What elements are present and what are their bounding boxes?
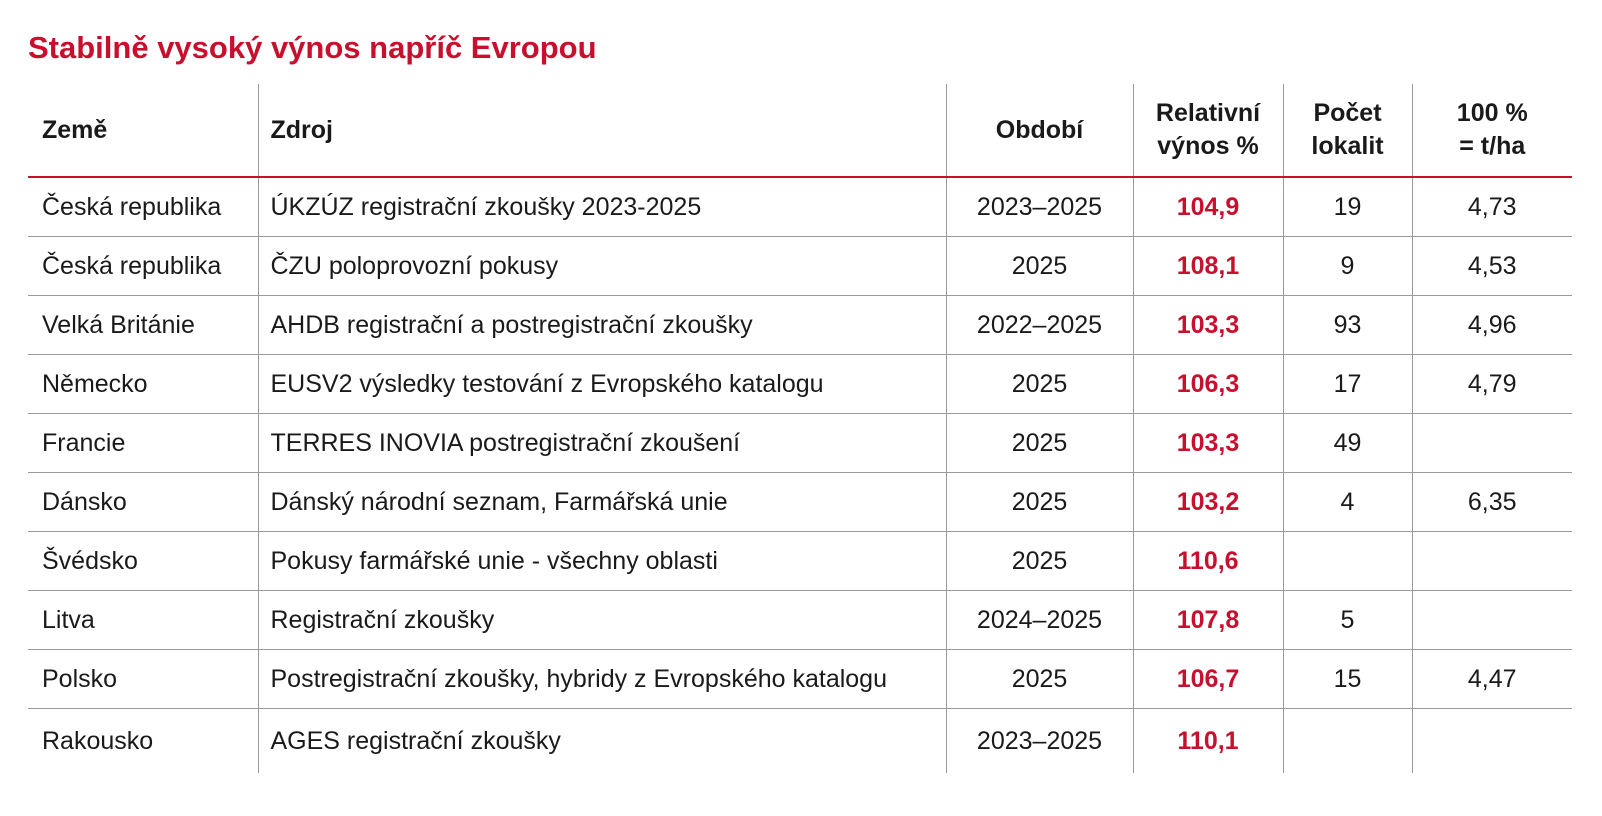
cell-country: Francie <box>28 413 258 473</box>
cell-country: Švédsko <box>28 531 258 591</box>
header-base-yield: 100 % = t/ha <box>1411 84 1572 178</box>
cell-relative-yield: 106,7 <box>1132 649 1283 709</box>
cell-relative-yield: 110,1 <box>1132 708 1283 773</box>
table-header-row: Země Zdroj Období Relativní výnos % Poče… <box>28 84 1572 178</box>
cell-country: Velká Británie <box>28 295 258 355</box>
cell-base-yield: 6,35 <box>1411 472 1572 532</box>
cell-base-yield <box>1411 708 1572 773</box>
cell-sites: 15 <box>1282 649 1412 709</box>
cell-source: ČZU poloprovozní pokusy <box>257 236 946 296</box>
yield-table: Země Zdroj Období Relativní výnos % Poče… <box>28 84 1572 773</box>
header-country: Země <box>28 84 258 178</box>
cell-base-yield <box>1411 413 1572 473</box>
cell-sites: 17 <box>1282 354 1412 414</box>
cell-period: 2025 <box>945 472 1133 532</box>
cell-period: 2024–2025 <box>945 590 1133 650</box>
cell-source: Dánský národní seznam, Farmářská unie <box>257 472 946 532</box>
header-sites: Počet lokalit <box>1282 84 1412 178</box>
table-row: Polsko Postregistrační zkoušky, hybridy … <box>28 649 1572 709</box>
cell-base-yield: 4,73 <box>1411 177 1572 237</box>
table-row: Německo EUSV2 výsledky testování z Evrop… <box>28 354 1572 414</box>
page-title: Stabilně vysoký výnos napříč Evropou <box>28 30 597 65</box>
cell-source: AHDB registrační a postregistrační zkouš… <box>257 295 946 355</box>
cell-period: 2022–2025 <box>945 295 1133 355</box>
cell-sites <box>1282 531 1412 591</box>
header-period: Období <box>945 84 1133 178</box>
cell-country: Česká republika <box>28 236 258 296</box>
cell-relative-yield: 104,9 <box>1132 177 1283 237</box>
header-relative-yield: Relativní výnos % <box>1132 84 1283 178</box>
header-sites-line2: lokalit <box>1311 132 1384 160</box>
cell-relative-yield: 106,3 <box>1132 354 1283 414</box>
cell-source: AGES registrační zkoušky <box>257 708 946 773</box>
cell-source: Postregistrační zkoušky, hybridy z Evrop… <box>257 649 946 709</box>
cell-source: Pokusy farmářské unie - všechny oblasti <box>257 531 946 591</box>
cell-country: Česká republika <box>42 192 222 221</box>
cell-country: Litva <box>28 590 258 650</box>
cell-source: TERRES INOVIA postregistrační zkoušení <box>257 413 946 473</box>
table-row: Česká republika ÚKZÚZ registrační zkoušk… <box>28 177 1572 237</box>
cell-relative-yield: 108,1 <box>1132 236 1283 296</box>
header-base-line1: 100 % <box>1456 99 1528 127</box>
cell-relative-yield: 103,3 <box>1132 413 1283 473</box>
cell-country: Polsko <box>28 649 258 709</box>
table-row: Rakousko AGES registrační zkoušky 2023–2… <box>28 708 1572 773</box>
header-relative-line2: výnos % <box>1157 132 1259 160</box>
header-base-line2: = t/ha <box>1459 132 1526 160</box>
cell-base-yield: 4,79 <box>1411 354 1572 414</box>
cell-sites: 9 <box>1282 236 1412 296</box>
cell-period: 2023–2025 <box>945 177 1133 237</box>
cell-country: Německo <box>28 354 258 414</box>
table-row: Litva Registrační zkoušky 2024–2025 107,… <box>28 590 1572 650</box>
cell-sites: 5 <box>1282 590 1412 650</box>
cell-sites: 93 <box>1282 295 1412 355</box>
cell-base-yield: 4,47 <box>1411 649 1572 709</box>
cell-sites <box>1282 708 1412 773</box>
cell-base-yield <box>1411 590 1572 650</box>
header-relative-line1: Relativní <box>1155 99 1261 127</box>
cell-base-yield: 4,53 <box>1411 236 1572 296</box>
cell-sites: 49 <box>1282 413 1412 473</box>
cell-relative-yield: 103,3 <box>1132 295 1283 355</box>
cell-period: 2025 <box>945 531 1133 591</box>
cell-period: 2025 <box>945 354 1133 414</box>
cell-source: EUSV2 výsledky testování z Evropského ka… <box>257 354 946 414</box>
cell-country: Rakousko <box>28 708 258 773</box>
cell-sites: 4 <box>1282 472 1412 532</box>
cell-base-yield: 4,96 <box>1411 295 1572 355</box>
header-sites-line1: Počet <box>1313 99 1382 127</box>
table-row: Velká Británie AHDB registrační a postre… <box>28 295 1572 355</box>
cell-relative-yield: 110,6 <box>1132 531 1283 591</box>
cell-base-yield <box>1411 531 1572 591</box>
cell-period: 2025 <box>945 413 1133 473</box>
cell-relative-yield: 107,8 <box>1132 590 1283 650</box>
cell-source: Registrační zkoušky <box>257 590 946 650</box>
cell-period: 2023–2025 <box>945 708 1133 773</box>
cell-country: Dánsko <box>28 472 258 532</box>
table-row: Dánsko Dánský národní seznam, Farmářská … <box>28 472 1572 532</box>
table-row: Švédsko Pokusy farmářské unie - všechny … <box>28 531 1572 591</box>
cell-period: 2025 <box>945 649 1133 709</box>
table-row: Francie TERRES INOVIA postregistrační zk… <box>28 413 1572 473</box>
cell-period: 2025 <box>945 236 1133 296</box>
table-row: Česká republika ČZU poloprovozní pokusy … <box>28 236 1572 296</box>
cell-relative-yield: 103,2 <box>1132 472 1283 532</box>
cell-sites: 19 <box>1282 177 1412 237</box>
cell-source: ÚKZÚZ registrační zkoušky 2023-2025 <box>257 177 946 237</box>
header-source: Zdroj <box>257 84 946 178</box>
